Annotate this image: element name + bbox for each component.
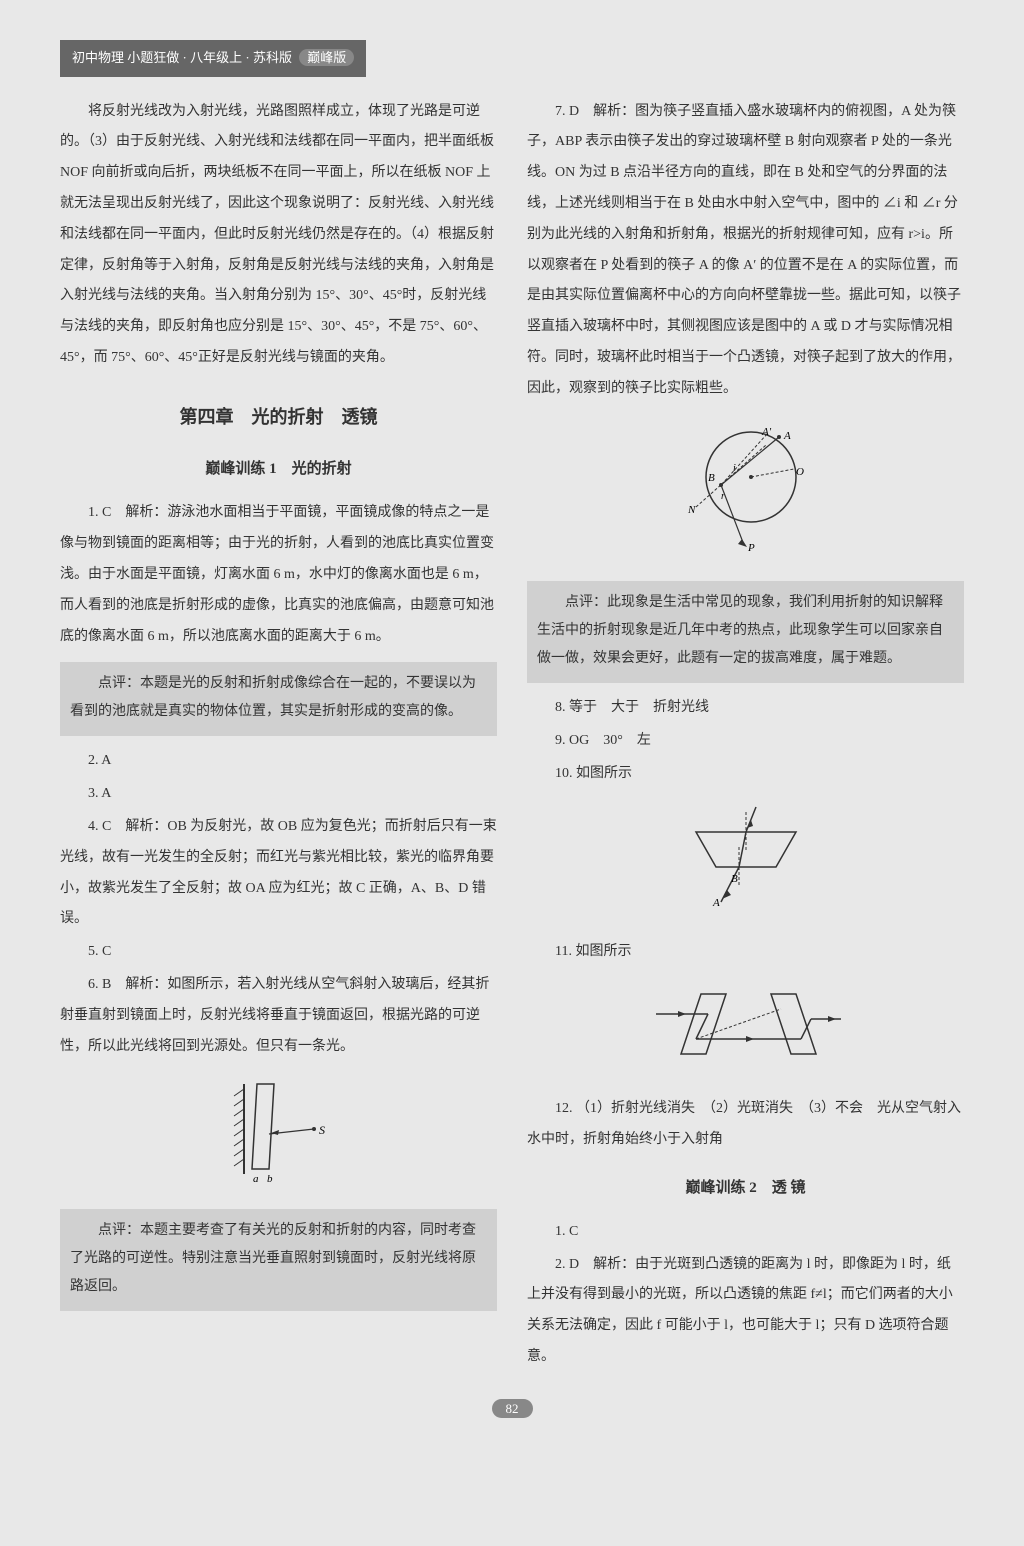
header-subject: 初中物理	[72, 50, 124, 65]
commentary-2-text: 点评：本题主要考查了有关光的反射和折射的内容，同时考查了光路的可逆性。特别注意当…	[70, 1217, 487, 1301]
q10: 10. 如图所示	[527, 759, 964, 790]
header-edition: 巅峰版	[299, 49, 354, 66]
q6: 6. B 解析：如图所示，若入射光线从空气斜射入玻璃后，经其折射垂直射到镜面上时…	[60, 970, 497, 1062]
svg-text:a: a	[253, 1173, 259, 1184]
commentary-1: 点评：本题是光的反射和折射成像综合在一起的，不要误以为看到的池底就是真实的物体位…	[60, 662, 497, 736]
svg-text:i: i	[733, 463, 736, 474]
figure-q6: S a b	[60, 1074, 497, 1197]
svg-text:A: A	[783, 430, 791, 442]
svg-text:B: B	[708, 472, 715, 484]
commentary-3: 点评：此现象是生活中常见的现象，我们利用折射的知识解释生活中的折射现象是近几年中…	[527, 581, 964, 683]
q11-diagram-icon	[646, 979, 846, 1069]
figure-q10: A B	[527, 802, 964, 925]
page-number: 82	[60, 1395, 964, 1426]
svg-text:S: S	[319, 1123, 325, 1137]
commentary-3-text: 点评：此现象是生活中常见的现象，我们利用折射的知识解释生活中的折射现象是近几年中…	[537, 589, 954, 673]
svg-text:A: A	[712, 897, 720, 909]
q1: 1. C 解析：游泳池水面相当于平面镜，平面镜成像的特点之一是像与物到镜面的距离…	[60, 498, 497, 652]
q5: 5. C	[60, 937, 497, 968]
right-column: 7. D 解析：图为筷子竖直插入盛水玻璃杯内的俯视图，A 处为筷子，ABP 表示…	[527, 97, 964, 1375]
t1: 1. C	[527, 1217, 964, 1248]
q7-diagram-icon: O A A' B N i r P	[666, 417, 826, 557]
content-columns: 将反射光线改为入射光线，光路图照样成立，体现了光路是可逆的。（3）由于反射光线、…	[60, 97, 964, 1375]
header-grade: · 八年级上 · 苏科版	[183, 50, 292, 65]
t2: 2. D 解析：由于光斑到凸透镜的距离为 l 时，即像距为 l 时，纸上并没有得…	[527, 1250, 964, 1373]
svg-text:A': A'	[761, 426, 772, 438]
svg-text:b: b	[267, 1173, 273, 1184]
svg-text:O: O	[796, 466, 804, 478]
page-number-value: 82	[492, 1399, 533, 1418]
q6-diagram-icon: S a b	[219, 1074, 339, 1184]
header-series: 小题狂做	[127, 50, 179, 65]
left-intro-para: 将反射光线改为入射光线，光路图照样成立，体现了光路是可逆的。（3）由于反射光线、…	[60, 97, 497, 374]
section-title-2: 巅峰训练 2 透 镜	[527, 1172, 964, 1205]
svg-text:P: P	[747, 542, 755, 554]
q3: 3. A	[60, 779, 497, 810]
q10-diagram-icon: A B	[661, 802, 831, 912]
commentary-1-text: 点评：本题是光的反射和折射成像综合在一起的，不要误以为看到的池底就是真实的物体位…	[70, 670, 487, 726]
q8: 8. 等于 大于 折射光线	[527, 693, 964, 724]
q12: 12. （1）折射光线消失 （2）光斑消失 （3）不会 光从空气射入水中时，折射…	[527, 1094, 964, 1156]
q9: 9. OG 30° 左	[527, 726, 964, 757]
chapter-title: 第四章 光的折射 透镜	[60, 398, 497, 438]
section-title-1: 巅峰训练 1 光的折射	[60, 453, 497, 486]
figure-q7: O A A' B N i r P	[527, 417, 964, 570]
q4: 4. C 解析：OB 为反射光，故 OB 应为复色光；而折射后只有一束光线，故有…	[60, 812, 497, 935]
q2: 2. A	[60, 746, 497, 777]
commentary-2: 点评：本题主要考查了有关光的反射和折射的内容，同时考查了光路的可逆性。特别注意当…	[60, 1209, 497, 1311]
page-header: 初中物理 小题狂做 · 八年级上 · 苏科版 巅峰版	[60, 40, 366, 77]
q7: 7. D 解析：图为筷子竖直插入盛水玻璃杯内的俯视图，A 处为筷子，ABP 表示…	[527, 97, 964, 405]
figure-q11	[527, 979, 964, 1082]
svg-text:N: N	[687, 504, 696, 516]
svg-text:B: B	[731, 873, 738, 885]
left-column: 将反射光线改为入射光线，光路图照样成立，体现了光路是可逆的。（3）由于反射光线、…	[60, 97, 497, 1375]
q11: 11. 如图所示	[527, 937, 964, 968]
